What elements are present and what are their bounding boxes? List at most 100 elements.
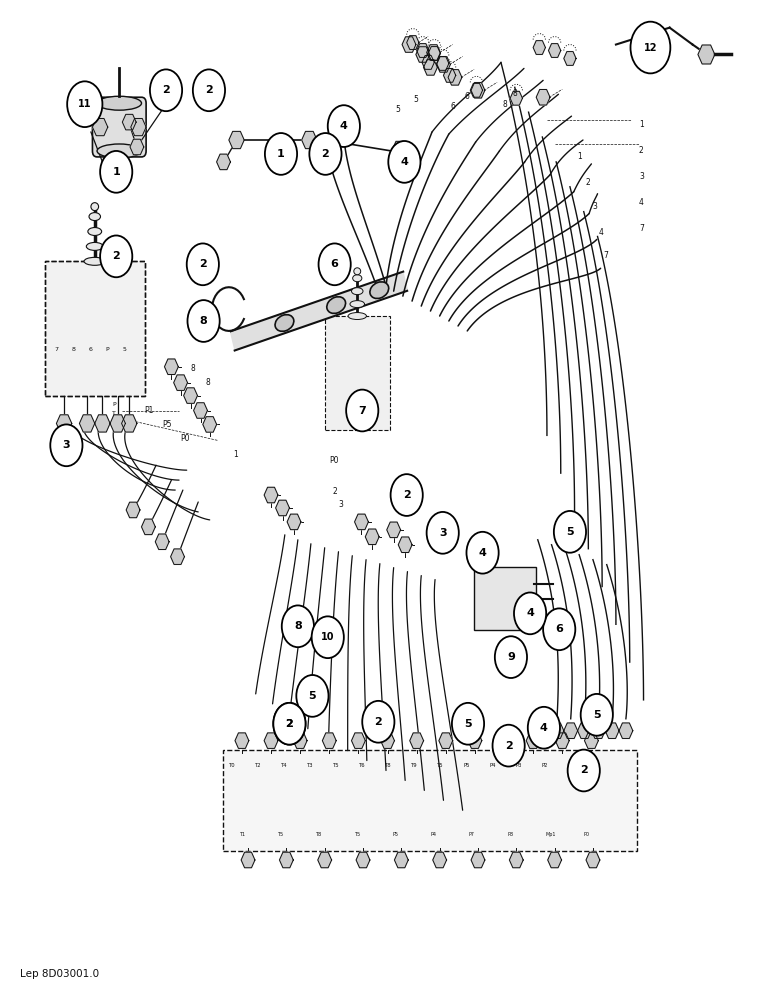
Text: 3: 3 [439,528,446,538]
Text: 2: 2 [639,146,644,155]
Ellipse shape [88,228,102,235]
Polygon shape [410,733,424,748]
Text: 12: 12 [644,43,657,53]
Ellipse shape [353,275,362,282]
Polygon shape [510,91,523,105]
Text: 5: 5 [593,710,601,720]
Polygon shape [437,57,450,72]
Text: 3: 3 [639,172,644,181]
Text: 2: 2 [374,717,382,727]
Polygon shape [471,852,485,868]
FancyBboxPatch shape [223,750,638,851]
Text: 1: 1 [113,167,120,177]
Polygon shape [356,852,370,868]
Text: 2: 2 [205,85,213,95]
FancyBboxPatch shape [474,567,537,630]
Polygon shape [443,68,455,82]
Circle shape [495,636,527,678]
Polygon shape [433,852,446,868]
Polygon shape [407,36,419,49]
Text: 6: 6 [89,347,93,352]
Circle shape [67,81,103,127]
Polygon shape [45,261,144,396]
Circle shape [493,725,525,767]
Ellipse shape [351,288,363,295]
Polygon shape [130,139,144,155]
Polygon shape [564,52,576,65]
Circle shape [581,694,613,736]
Polygon shape [229,131,244,149]
Text: T2: T2 [255,763,262,768]
Polygon shape [264,487,278,503]
Text: 11: 11 [78,99,92,109]
Text: 8: 8 [72,347,76,352]
Text: P: P [106,347,109,352]
Text: T: T [113,411,117,416]
Polygon shape [387,522,401,538]
Polygon shape [95,415,110,432]
Text: T0: T0 [229,763,235,768]
Text: P5: P5 [392,832,398,837]
Text: 1: 1 [639,120,644,129]
Circle shape [312,616,344,658]
Polygon shape [365,529,379,545]
Circle shape [452,703,484,745]
Circle shape [567,750,600,791]
Polygon shape [533,41,546,54]
Ellipse shape [370,282,388,299]
Text: 3: 3 [63,440,70,450]
Text: 2: 2 [286,719,293,729]
Polygon shape [605,723,619,738]
Polygon shape [354,514,368,530]
Circle shape [100,151,132,193]
Text: 2: 2 [580,765,587,775]
Text: 5: 5 [414,95,418,104]
Polygon shape [471,83,485,98]
Text: T4: T4 [281,763,288,768]
Text: P4: P4 [489,763,496,768]
Polygon shape [235,733,249,748]
Polygon shape [555,733,569,748]
Text: 7: 7 [55,347,59,352]
Polygon shape [591,723,605,738]
Circle shape [296,675,329,717]
Text: 1: 1 [277,149,285,159]
Text: 5: 5 [396,105,401,114]
Text: 8: 8 [513,89,517,98]
Text: 1: 1 [577,152,582,161]
Circle shape [514,592,546,634]
Polygon shape [56,415,72,432]
Text: T1: T1 [239,832,245,837]
Text: 8: 8 [294,621,302,631]
Circle shape [282,605,314,647]
Circle shape [265,133,297,175]
Text: 6: 6 [330,259,339,269]
Text: 8: 8 [191,364,195,373]
Ellipse shape [86,242,103,250]
Polygon shape [93,118,108,136]
Polygon shape [171,549,185,564]
Text: 5: 5 [309,691,317,701]
Polygon shape [351,733,365,748]
Polygon shape [392,141,408,159]
Polygon shape [394,852,408,868]
Text: P0: P0 [329,456,339,465]
Text: 4: 4 [527,608,534,618]
Text: 2: 2 [113,251,120,261]
Polygon shape [439,733,452,748]
Text: T6: T6 [359,763,366,768]
Text: T5: T5 [333,763,340,768]
Polygon shape [468,733,482,748]
Polygon shape [564,723,577,738]
Ellipse shape [89,213,100,221]
Polygon shape [217,154,230,170]
Text: T5: T5 [438,763,444,768]
Text: T9: T9 [411,763,418,768]
Text: P0: P0 [584,832,590,837]
Text: 4: 4 [639,198,644,207]
Polygon shape [586,852,600,868]
Polygon shape [448,70,462,85]
Polygon shape [422,56,435,69]
Text: 7: 7 [604,251,608,260]
Text: 2: 2 [505,741,513,751]
